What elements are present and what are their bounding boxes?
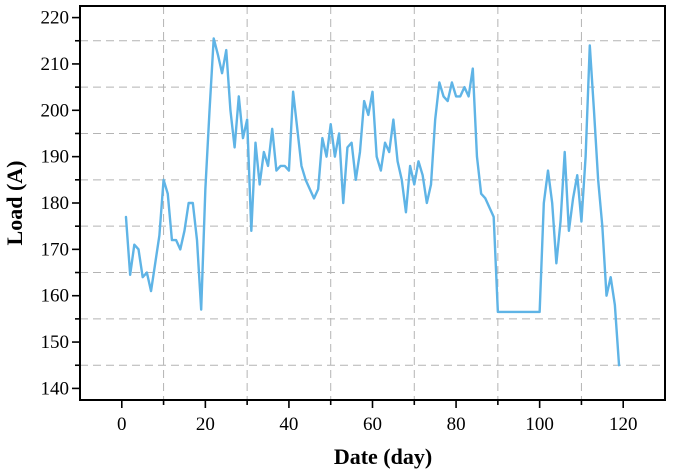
y-tick-label: 200 bbox=[41, 100, 70, 121]
y-tick-label: 210 bbox=[41, 54, 70, 75]
x-tick-label: 40 bbox=[279, 414, 298, 435]
y-tick-label: 190 bbox=[41, 147, 70, 168]
x-tick-label: 0 bbox=[117, 414, 127, 435]
y-tick-label: 160 bbox=[41, 286, 70, 307]
y-axis-title: Load (A) bbox=[2, 161, 27, 246]
y-tick-label: 170 bbox=[41, 239, 70, 260]
y-tick-label: 220 bbox=[41, 8, 70, 29]
y-tick-label: 180 bbox=[41, 193, 70, 214]
x-tick-label: 100 bbox=[525, 414, 554, 435]
y-tick-label: 140 bbox=[41, 378, 70, 399]
x-tick-label: 120 bbox=[609, 414, 638, 435]
load-series-line bbox=[124, 37, 621, 367]
x-axis-title: Date (day) bbox=[334, 444, 432, 469]
x-tick-label: 60 bbox=[363, 414, 382, 435]
axis-ticks: 0 20 40 60 80 100 120 140 150 160 170 180 190 200 210 2… bbox=[41, 8, 638, 435]
x-tick-label: 20 bbox=[196, 414, 215, 435]
x-tick-label: 80 bbox=[447, 414, 466, 435]
y-tick-label: 150 bbox=[41, 332, 70, 353]
